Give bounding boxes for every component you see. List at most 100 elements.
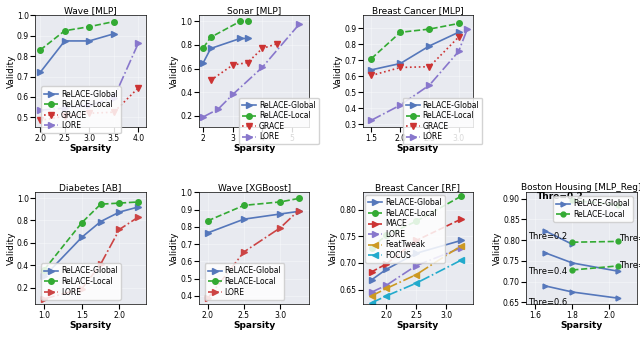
Legend: ReLACE-Global, ReLACE-Local, MACE, LORE, FeatTweak, FOCUS: ReLACE-Global, ReLACE-Local, MACE, LORE,… [365,195,445,263]
ReLACE-Local [413,219,420,223]
Text: Thre=0.4: Thre=0.4 [528,267,567,276]
ReLACE-Local [78,221,86,225]
GRACE [134,86,142,90]
ReLACE-Global [85,39,93,43]
Line: GRACE: GRACE [369,34,461,78]
ReLACE-Local [61,29,68,33]
Line: ReLACE-Local: ReLACE-Local [369,193,464,251]
ReLACE-Global [426,44,433,48]
Line: ReLACE-Global: ReLACE-Global [369,30,461,73]
Y-axis label: Validity: Validity [170,55,179,88]
FOCUS [383,294,390,298]
Line: LORE: LORE [42,214,141,302]
ReLACE-Global [383,267,390,271]
ReLACE-Local [36,48,44,52]
ReLACE-Local [97,202,104,206]
ReLACE-Global [110,32,118,36]
ReLACE-Local [426,27,433,31]
MACE [367,270,375,274]
Line: FOCUS: FOCUS [369,257,464,305]
LORE [78,287,86,291]
ReLACE-Local [240,203,248,207]
Line: ReLACE-Local: ReLACE-Local [37,19,116,53]
ReLACE-Local [236,19,244,23]
ReLACE-Global [240,217,248,221]
ReLACE-Global [134,205,142,209]
GRACE [259,46,266,51]
ReLACE-Local [200,46,207,50]
GRACE [367,73,375,77]
GRACE [61,114,68,118]
ReLACE-Local [367,57,375,61]
ReLACE-Global [367,278,375,282]
ReLACE-Global [116,210,124,214]
Title: Diabetes [AB]: Diabetes [AB] [60,183,122,192]
ReLACE-Local [455,21,463,25]
Line: LORE: LORE [369,26,470,123]
ReLACE-Global [200,61,207,65]
GRACE [455,35,463,39]
LORE [413,264,420,268]
Y-axis label: Validity: Validity [6,55,15,88]
ReLACE-Local [85,25,93,29]
ReLACE-Global [458,238,465,243]
GRACE [110,110,118,114]
FeatTweak [367,294,375,298]
ReLACE-Global [294,209,302,214]
X-axis label: Sparsity: Sparsity [233,321,275,330]
Line: ReLACE-Global: ReLACE-Global [200,36,250,65]
Line: GRACE: GRACE [37,85,141,123]
Line: MACE: MACE [369,216,464,275]
ReLACE-Global [36,71,44,75]
Text: Thre=0.6: Thre=0.6 [620,261,640,270]
FeatTweak [383,286,390,290]
ReLACE-Global [78,235,86,239]
Text: Thre=0.2: Thre=0.2 [537,192,584,201]
GRACE [273,42,281,46]
Title: Wave [XGBoost]: Wave [XGBoost] [218,183,291,192]
Legend: ReLACE-Global, ReLACE-Local, GRACE, LORE: ReLACE-Global, ReLACE-Local, GRACE, LORE [403,98,483,144]
LORE [294,208,302,213]
Legend: ReLACE-Global, ReLACE-Local, LORE: ReLACE-Global, ReLACE-Local, LORE [205,264,285,300]
Y-axis label: Validity: Validity [329,232,338,265]
ReLACE-Local [276,200,284,204]
LORE [426,83,433,87]
ReLACE-Local [207,35,214,39]
LORE [295,22,303,26]
LORE [134,215,142,219]
Line: ReLACE-Global: ReLACE-Global [205,208,301,236]
ReLACE-Local [383,233,390,237]
ReLACE-Global [397,62,404,66]
Legend: ReLACE-Global, ReLACE-Local, GRACE, LORE: ReLACE-Global, ReLACE-Local, GRACE, LORE [41,86,121,133]
LORE [463,27,471,31]
ReLACE-Local [458,194,465,198]
LORE [367,290,375,294]
Y-axis label: Validity: Validity [493,232,502,265]
Legend: ReLACE-Global, ReLACE-Local: ReLACE-Global, ReLACE-Local [554,196,633,222]
MACE [458,217,465,221]
FOCUS [413,281,420,285]
LORE [61,106,68,110]
ReLACE-Global [236,36,244,41]
ReLACE-Global [455,30,463,34]
FeatTweak [413,272,420,277]
Y-axis label: Validity: Validity [6,232,15,265]
ReLACE-Local [40,268,48,272]
LORE [458,246,465,250]
GRACE [397,65,404,69]
GRACE [36,118,44,122]
Title: Breast Cancer [RF]: Breast Cancer [RF] [375,183,460,192]
Y-axis label: Validity: Validity [170,232,179,265]
ReLACE-Global [207,46,214,51]
Line: ReLACE-Local: ReLACE-Local [205,196,301,224]
ReLACE-Global [97,219,104,224]
X-axis label: Sparsity: Sparsity [233,144,275,153]
Line: LORE: LORE [37,40,141,113]
Line: ReLACE-Global: ReLACE-Global [42,204,141,279]
Line: LORE: LORE [369,245,464,295]
LORE [134,41,142,45]
LORE [455,50,463,54]
ReLACE-Global [40,275,48,279]
GRACE [229,63,237,67]
LORE [383,283,390,287]
